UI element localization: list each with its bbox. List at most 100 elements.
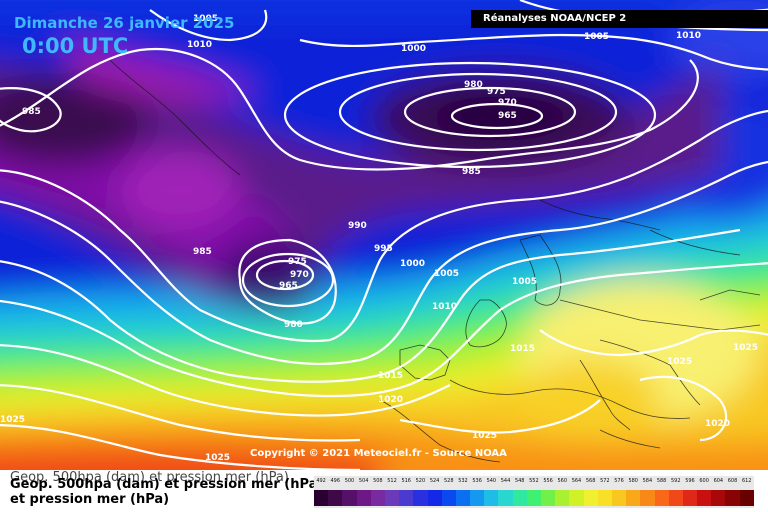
isobar-label: 1025 [0,415,26,425]
color-swatch [526,490,541,506]
color-scale: 492 496 500 504 508 512 516 520 524 528 532 536 540 5… [314,476,754,508]
isobar-label: 980 [464,80,483,90]
color-swatch [370,490,385,506]
color-scale-tick: 608 [727,478,738,484]
color-scale-tick: 584 [642,478,653,484]
color-swatch [384,490,400,506]
time-title: 0:00 UTC [22,34,129,58]
color-swatch [512,490,527,506]
isobar-label: 1000 [401,44,427,54]
color-swatch [654,490,669,506]
color-scale-tick: 556 [543,478,553,484]
isobar-label: 1015 [378,371,404,381]
isobar-label: 975 [487,87,506,97]
legend-title-ghost: Geop. 500hpa (dam) et pression mer (hPa) [10,470,289,485]
color-scale-tick: 600 [699,478,709,484]
color-scale-tick: 524 [429,478,440,484]
color-scale-tick: 548 [514,478,525,484]
color-swatch [498,490,513,506]
color-swatch [682,490,698,506]
isobar-label: 985 [462,167,481,177]
color-scale-tick: 500 [344,478,355,484]
isobar-label: 985 [22,107,41,117]
color-scale-tick: 512 [387,478,397,484]
color-scale-tick: 592 [671,478,681,484]
isobar-label: 970 [498,98,517,108]
color-swatch [640,490,655,506]
color-scale-tick: 604 [713,478,724,484]
isobar-label: 990 [348,221,367,231]
isobar-label: 965 [279,281,298,291]
color-swatch [541,490,556,506]
isobar-label: 965 [498,111,517,121]
map-canvas [0,0,768,470]
isobar-label: 985 [193,247,212,257]
color-scale-tick: 508 [373,478,383,484]
color-scale-tick: 492 [316,478,326,484]
isobar-label: 1005 [193,14,219,24]
color-scale-tick: 528 [444,478,454,484]
color-scale-tick: 588 [656,478,667,484]
coastlines [109,59,761,463]
date-title: Dimanche 26 janvier 2025 [14,14,235,32]
color-swatch [611,490,627,506]
legend-subtitle: et pression mer (hPa) [10,492,170,507]
color-scale-tick: 536 [472,478,482,484]
color-swatch [314,490,329,506]
isobar-label: 980 [284,320,303,330]
color-scale-tick: 580 [628,478,638,484]
color-scale-tick: 544 [500,478,511,484]
color-scale-tick: 516 [401,478,411,484]
color-swatch [569,490,584,506]
legend-title: Geop. 500hpa (dam) et pression mer (hPa) [10,477,324,492]
color-scale-tick: 612 [741,478,752,484]
isobar-label: 1020 [705,419,731,429]
color-swatch [739,490,754,506]
color-scale-tick: 540 [486,478,497,484]
color-swatch [427,490,442,506]
color-scale-tick: 560 [557,478,568,484]
color-scale-tick: 496 [330,478,341,484]
isobar-label: 1015 [510,344,536,354]
color-scale-tick: 552 [529,478,539,484]
color-swatch [356,490,371,506]
isobar-label: 1025 [472,431,498,441]
isobar-label: 1000 [400,259,426,269]
isobar-label: 1005 [512,277,538,287]
color-swatch [441,490,456,506]
color-swatch [583,490,598,506]
color-swatch [697,490,712,506]
color-swatch [711,490,726,506]
source-label: Réanalyses NOAA/NCEP 2 [471,10,768,28]
isobar-label: 1025 [205,453,231,463]
color-scale-tick: 576 [614,478,624,484]
isobar-label: 975 [288,257,307,267]
color-scale-tick: 596 [685,478,695,484]
color-swatch [455,490,471,506]
color-swatch [725,490,740,506]
color-swatch [555,490,570,506]
color-swatch [470,490,485,506]
color-scale-tick: 532 [458,478,468,484]
color-swatch [668,490,683,506]
isobar-label: 1025 [667,357,693,367]
color-scale-swatches [314,490,754,506]
isobar-label: 1020 [378,395,404,405]
color-scale-tick: 572 [600,478,610,484]
weather-map: 1005 1010 1000 1005 1010 985 980 975 970 965 985 99… [0,0,768,470]
color-scale-tick: 504 [358,478,369,484]
isobar-label: 970 [290,270,309,280]
color-swatch [626,490,641,506]
color-swatch [399,490,414,506]
isobar-label: 995 [374,244,393,254]
copyright-text: Copyright © 2021 Meteociel.fr - Source N… [250,448,507,459]
color-swatch [597,490,612,506]
isobar-label: 1005 [434,269,460,279]
color-swatch [413,490,428,506]
color-scale-tick: 568 [585,478,596,484]
isobar-label: 1010 [676,31,702,41]
color-scale-tick: 564 [571,478,582,484]
color-swatch [328,490,343,506]
color-swatch [342,490,357,506]
color-scale-ticks: 492 496 500 504 508 512 516 520 524 528 532 536 540 5… [314,478,754,488]
